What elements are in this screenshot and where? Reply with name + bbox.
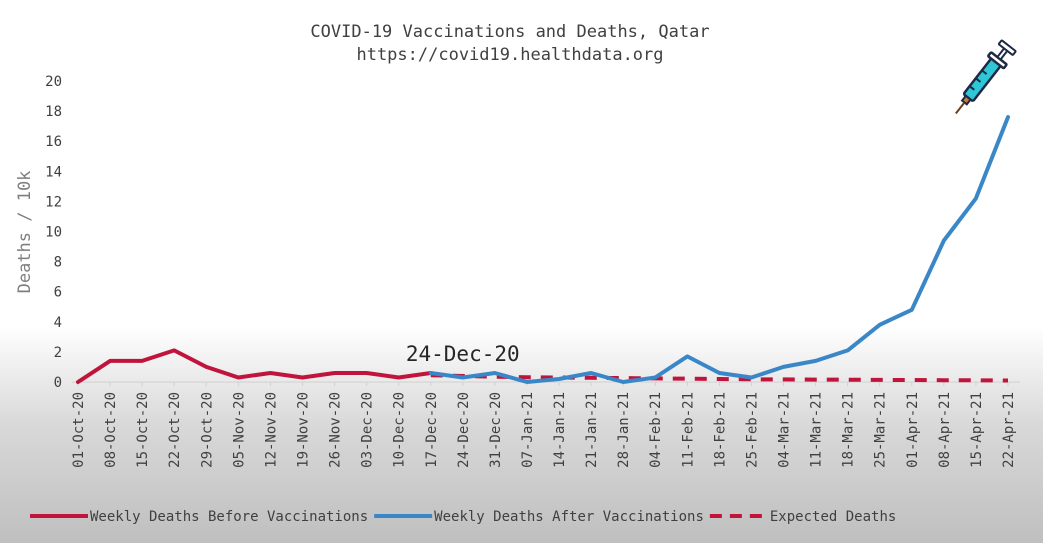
syringe-icon (955, 39, 1017, 115)
chart-title: COVID-19 Vaccinations and Deaths, Qatar (310, 22, 709, 42)
x-tick-label: 18-Mar-21 (841, 392, 857, 468)
y-tick-label: 20 (45, 74, 62, 90)
x-tick-label: 24-Dec-20 (456, 392, 472, 468)
x-tick-label: 07-Jan-21 (520, 392, 536, 468)
y-tick-label: 10 (45, 225, 62, 241)
y-tick-label: 18 (45, 104, 62, 120)
x-tick-label: 18-Feb-21 (712, 392, 728, 468)
series-layer (76, 115, 1010, 384)
annotation-label: 24-Dec-20 (406, 342, 520, 366)
chart-subtitle: https://covid19.healthdata.org (356, 45, 663, 65)
x-tick-label: 01-Apr-21 (905, 392, 921, 468)
x-tick-label: 29-Oct-20 (199, 392, 215, 468)
legend-label-0: Weekly Deaths Before Vaccinations (90, 509, 368, 525)
x-tick-label: 19-Nov-20 (295, 392, 311, 468)
series-line-2 (430, 373, 1009, 383)
x-tick-label: 03-Dec-20 (360, 392, 376, 468)
x-tick-label: 08-Apr-21 (937, 392, 953, 468)
x-tick-label: 04-Mar-21 (777, 392, 793, 468)
x-axis-ticks: 01-Oct-20 08-Oct-20 15-Oct-20 22-Oct-20 29-O… (71, 382, 1017, 468)
x-tick-label: 28-Jan-21 (616, 392, 632, 468)
series-line-1 (428, 115, 1010, 384)
x-tick-label: 15-Oct-20 (135, 392, 151, 468)
x-tick-label: 25-Feb-21 (744, 392, 760, 468)
y-tick-label: 16 (45, 134, 62, 150)
x-tick-label: 25-Mar-21 (873, 392, 889, 468)
y-tick-label: 8 (54, 255, 62, 271)
legend-label-2: Expected Deaths (770, 509, 896, 525)
y-tick-label: 0 (54, 375, 62, 391)
x-tick-label: 17-Dec-20 (424, 392, 440, 468)
y-axis-ticks: 0 2 4 6 8 10 12 14 16 18 20 (45, 74, 62, 391)
y-tick-label: 2 (54, 345, 62, 361)
x-tick-label: 05-Nov-20 (231, 392, 247, 468)
x-tick-label: 04-Feb-21 (648, 392, 664, 468)
legend-label-1: Weekly Deaths After Vaccinations (434, 509, 704, 525)
x-tick-label: 11-Mar-21 (809, 392, 825, 468)
x-tick-label: 14-Jan-21 (552, 392, 568, 468)
series-line-0 (76, 348, 433, 384)
x-tick-label: 10-Dec-20 (392, 392, 408, 468)
x-tick-label: 22-Apr-21 (1001, 392, 1017, 468)
y-tick-label: 4 (54, 315, 62, 331)
x-tick-label: 21-Jan-21 (584, 392, 600, 468)
x-tick-label: 31-Dec-20 (488, 392, 504, 468)
x-tick-label: 11-Feb-21 (680, 392, 696, 468)
x-tick-label: 12-Nov-20 (263, 392, 279, 468)
y-tick-label: 12 (45, 194, 62, 210)
y-axis-label: Deaths / 10k (15, 171, 35, 294)
x-tick-label: 15-Apr-21 (969, 392, 985, 468)
x-tick-label: 22-Oct-20 (167, 392, 183, 468)
x-tick-label: 08-Oct-20 (103, 392, 119, 468)
x-tick-label: 01-Oct-20 (71, 392, 87, 468)
y-tick-label: 6 (54, 285, 62, 301)
legend: Weekly Deaths Before Vaccinations Weekly … (30, 509, 896, 525)
x-tick-label: 26-Nov-20 (328, 392, 344, 468)
y-tick-label: 14 (45, 164, 62, 180)
